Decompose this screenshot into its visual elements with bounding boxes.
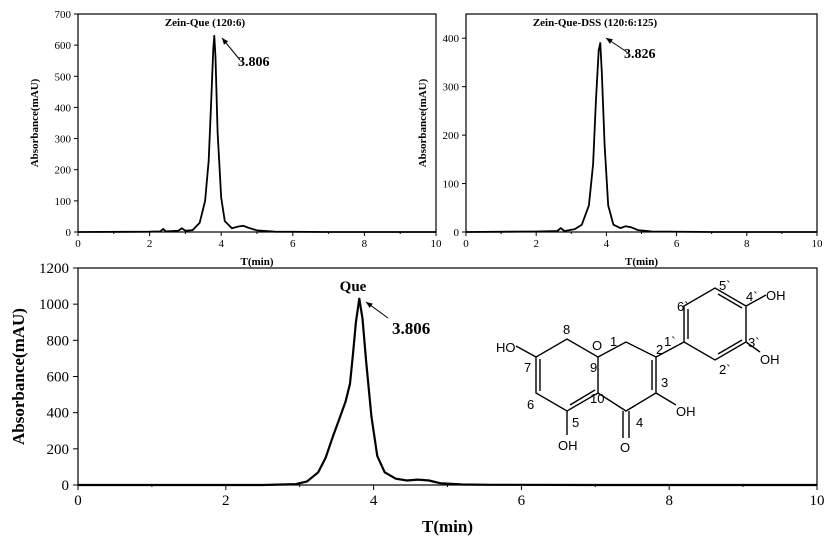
y-tick-label: 600	[47, 370, 70, 386]
chart-title: Zein-Que (120:6)	[165, 17, 246, 29]
ring-b-double-bond-3	[717, 339, 743, 355]
y-tick-label: 800	[47, 333, 70, 349]
plot-frame	[77, 13, 437, 233]
x-tick-label: 4	[604, 238, 610, 250]
x-tick-label: 2	[222, 493, 230, 509]
x-tick-label: 2	[533, 238, 539, 250]
y-tick-label: 0	[66, 227, 72, 239]
atom-ho7: HO	[496, 340, 516, 355]
x-tick-label: 4	[370, 493, 378, 509]
y-tick-label: 600	[55, 40, 72, 52]
y-axis-title: Absorbance(mAU)	[417, 78, 429, 167]
bond-7-oh	[515, 345, 537, 358]
chart-zein-que: 0 2 4 6 8 100100200300400500600700T(min)Absor…	[29, 9, 442, 268]
y-tick-label: 100	[443, 179, 460, 191]
chart-que: 0 2 4 6 8 10 0 200 400 600 800 1000 1200 T(min) Absorb…	[9, 261, 825, 536]
peak-label: 3.806	[392, 319, 430, 338]
y-tick-label: 1000	[39, 297, 69, 313]
y-tick-label: 500	[55, 71, 72, 83]
y-tick-label: 300	[443, 82, 460, 94]
y-tick-label: 700	[55, 9, 72, 21]
y-tick-label: 400	[47, 406, 70, 422]
atom-oh5: OH	[558, 438, 578, 453]
num-6: 6	[527, 397, 534, 412]
atom-oh4p: OH	[766, 288, 786, 303]
y-tick-label: 200	[55, 165, 72, 177]
atom-oh3p: OH	[760, 352, 780, 367]
x-tick-label: 6	[518, 493, 526, 509]
y-axis-title: Absorbance(mAU)	[9, 308, 28, 445]
num-8: 8	[563, 322, 570, 337]
atom-oh3: OH	[676, 404, 696, 419]
x-tick-label: 6	[290, 238, 296, 250]
num-6p: 6`	[677, 299, 689, 314]
chart-zein-que-dss: 0 2 4 6 8 100100200300400T(min)Absorbance(mAU…	[417, 13, 824, 268]
quercetin-structure: HO O O OH OH OH OH 1 2 3 4 5 6 7 8 9 10 …	[496, 278, 786, 455]
chromatogram-line	[465, 42, 817, 233]
num-1p: 1`	[664, 334, 676, 349]
bond-4p-oh	[745, 294, 767, 307]
chart-title: Zein-Que-DSS (120:6:125)	[533, 17, 658, 29]
ring-a-double-bond-2	[569, 389, 596, 406]
x-axis-title: T(min)	[241, 256, 274, 268]
peak-arrow-head	[366, 302, 373, 308]
chromatogram-line	[77, 34, 436, 233]
y-axis-title: Absorbance(mAU)	[29, 78, 41, 167]
num-4: 4	[636, 415, 643, 430]
y-tick-label: 300	[55, 134, 72, 146]
peak-label: 3.806	[238, 55, 270, 70]
num-5: 5	[572, 415, 579, 430]
x-tick-label: 10	[431, 238, 443, 250]
peak-label: 3.826	[624, 47, 656, 62]
peak-arrow-head	[606, 38, 613, 44]
bond-3-oh	[655, 392, 677, 406]
x-axis-title: T(min)	[422, 517, 473, 536]
y-tick-label: 100	[55, 196, 72, 208]
x-tick-label: 0	[75, 238, 81, 250]
num-1: 1	[610, 334, 617, 349]
x-tick-label: 0	[74, 493, 82, 509]
atom-o4: O	[620, 440, 630, 455]
ring-b	[683, 287, 747, 361]
x-axis-title: T(min)	[625, 256, 658, 268]
x-tick-label: 8	[362, 238, 368, 250]
peak-arrow-head	[222, 38, 229, 45]
y-tick-label: 0	[62, 478, 70, 494]
num-7: 7	[524, 360, 531, 375]
bond-3p-oh	[745, 341, 761, 353]
y-tick-label: 200	[443, 130, 460, 142]
ring-b-double-bond-2	[717, 293, 743, 309]
ring-c	[597, 341, 657, 412]
bond-2-1p	[655, 341, 685, 358]
x-tick-label: 6	[674, 238, 680, 250]
num-3p: 3`	[748, 335, 760, 350]
x-tick-label: 2	[147, 238, 153, 250]
atom-o1: O	[592, 338, 602, 353]
y-tick-label: 200	[47, 442, 70, 458]
chart-title: Que	[340, 279, 367, 295]
x-tick-label: 8	[744, 238, 750, 250]
x-tick-label: 0	[463, 238, 469, 250]
num-4p: 4`	[746, 289, 758, 304]
plot-frame	[77, 267, 818, 486]
y-tick-label: 1200	[39, 261, 69, 277]
num-3: 3	[661, 375, 668, 390]
y-tick-label: 0	[454, 227, 460, 239]
num-10: 10	[590, 391, 604, 406]
x-tick-label: 4	[218, 238, 224, 250]
y-tick-label: 400	[55, 102, 72, 114]
x-tick-label: 8	[665, 493, 673, 509]
x-tick-label: 10	[810, 493, 825, 509]
num-2: 2	[656, 342, 663, 357]
num-5p: 5`	[719, 278, 731, 293]
num-9: 9	[590, 360, 597, 375]
ring-a	[535, 338, 599, 412]
chromatogram-line	[78, 297, 817, 487]
y-tick-label: 400	[443, 33, 460, 45]
x-tick-label: 10	[812, 238, 824, 250]
num-2p: 2`	[719, 362, 731, 377]
